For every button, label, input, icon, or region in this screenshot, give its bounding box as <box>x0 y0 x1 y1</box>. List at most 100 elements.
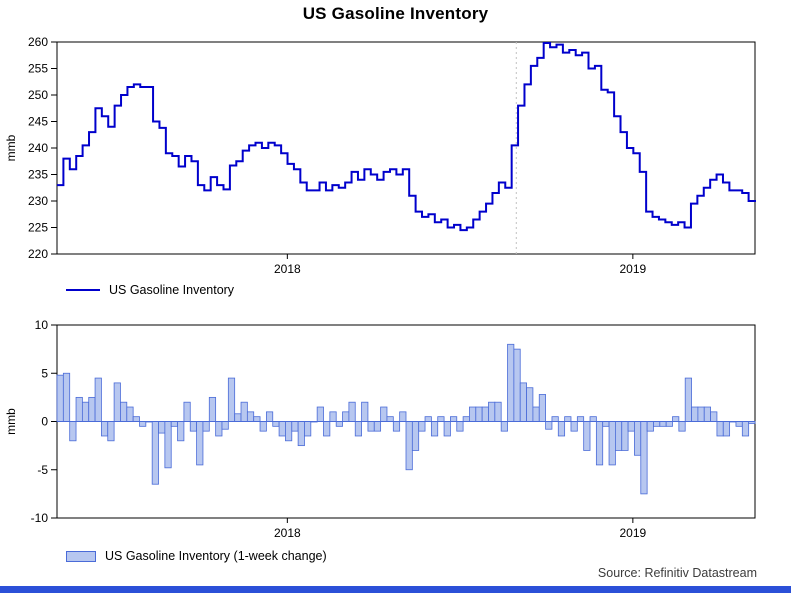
change-bar <box>684 377 692 422</box>
change-bar <box>672 416 680 422</box>
change-bar <box>88 396 96 422</box>
change-bar <box>526 387 534 422</box>
weekly-change-bars <box>56 343 756 495</box>
change-bar <box>62 372 71 422</box>
change-bar <box>132 416 140 422</box>
change-bar <box>253 416 261 422</box>
change-bar <box>583 421 591 451</box>
change-bar <box>532 406 540 422</box>
change-bar <box>291 421 299 432</box>
change-bar <box>227 377 236 422</box>
bar-legend-swatch <box>66 550 96 562</box>
change-bar <box>399 411 407 422</box>
change-bar <box>189 421 197 432</box>
change-bar <box>101 421 109 437</box>
top-chart-frame <box>56 41 756 255</box>
change-bar <box>507 343 515 422</box>
change-bar <box>335 421 343 427</box>
legend-bottom: US Gasoline Inventory (1-week change) <box>66 549 327 563</box>
change-bar <box>246 411 255 422</box>
y-tick-label: -10 <box>31 511 49 525</box>
change-bar <box>602 421 610 427</box>
change-bar <box>221 421 229 430</box>
change-bar <box>450 416 458 422</box>
y-tick-label: 5 <box>41 366 48 380</box>
change-bar <box>107 421 115 442</box>
y-tick-label: -5 <box>37 463 48 477</box>
change-bar <box>278 421 286 437</box>
change-bar <box>304 421 312 437</box>
change-bar <box>488 401 496 422</box>
change-bar <box>741 421 750 437</box>
change-bar <box>481 406 489 422</box>
change-bar <box>703 406 711 422</box>
change-bar <box>411 421 420 451</box>
change-bar <box>329 411 337 422</box>
change-bar <box>627 421 635 432</box>
change-bar <box>139 421 147 427</box>
change-bar <box>646 421 654 432</box>
change-bar <box>653 421 661 427</box>
change-bar <box>215 421 223 437</box>
y-axis-title: mmb <box>4 408 18 435</box>
change-bar <box>462 416 470 422</box>
legend-top-label: US Gasoline Inventory <box>109 283 235 297</box>
change-bar <box>164 421 172 469</box>
change-bar <box>424 416 432 422</box>
change-bar <box>519 382 527 422</box>
change-bar <box>240 401 248 422</box>
change-bar <box>608 421 616 466</box>
change-bar <box>297 421 305 447</box>
change-bar <box>443 421 451 437</box>
change-bar <box>170 421 178 427</box>
footer-strip <box>0 586 791 593</box>
change-bar <box>665 421 673 427</box>
change-bar <box>621 421 629 451</box>
inventory-line-chart: 220 225 230 235 240 245 250 255 260 mmb 2018 2019 <box>4 35 756 276</box>
change-bar <box>183 401 191 422</box>
change-bar <box>589 416 597 422</box>
change-bar <box>69 421 77 442</box>
change-bar <box>196 421 204 466</box>
y-tick-label: 245 <box>28 115 48 129</box>
change-bar <box>56 374 64 422</box>
change-bar <box>392 421 401 432</box>
change-bar <box>469 406 477 422</box>
x-tick-label: 2019 <box>619 526 646 540</box>
change-bar <box>361 401 369 422</box>
change-bar <box>545 421 553 430</box>
change-bar <box>437 416 445 422</box>
x-tick-label: 2019 <box>619 262 646 276</box>
change-bar <box>259 421 267 432</box>
change-bar <box>475 406 483 422</box>
y-tick-label: 240 <box>28 141 48 155</box>
change-bar <box>316 406 324 422</box>
change-bar <box>716 421 724 437</box>
change-bar <box>513 348 521 422</box>
y-tick-label: 10 <box>35 318 49 332</box>
change-bar <box>94 377 102 422</box>
change-bar <box>380 406 388 422</box>
y-tick-label: 220 <box>28 247 48 261</box>
change-bar <box>418 421 426 432</box>
change-bar <box>342 411 350 422</box>
y-tick-label: 225 <box>28 221 48 235</box>
inventory-series-line <box>57 42 756 232</box>
change-bar <box>177 421 185 442</box>
change-bar <box>697 406 705 422</box>
legend-bottom-label: US Gasoline Inventory (1-week change) <box>105 549 327 563</box>
change-bar <box>595 421 604 466</box>
change-bar <box>272 421 280 427</box>
y-tick-label: 230 <box>28 194 48 208</box>
change-bar <box>678 421 686 432</box>
change-bar <box>557 421 566 437</box>
change-bar <box>151 421 159 485</box>
change-bar <box>456 421 464 432</box>
y-axis-title: mmb <box>4 134 18 161</box>
change-bar <box>615 421 623 451</box>
change-bar <box>208 396 217 422</box>
change-bar <box>285 421 293 442</box>
change-bar <box>113 382 121 422</box>
change-bar <box>373 421 382 432</box>
